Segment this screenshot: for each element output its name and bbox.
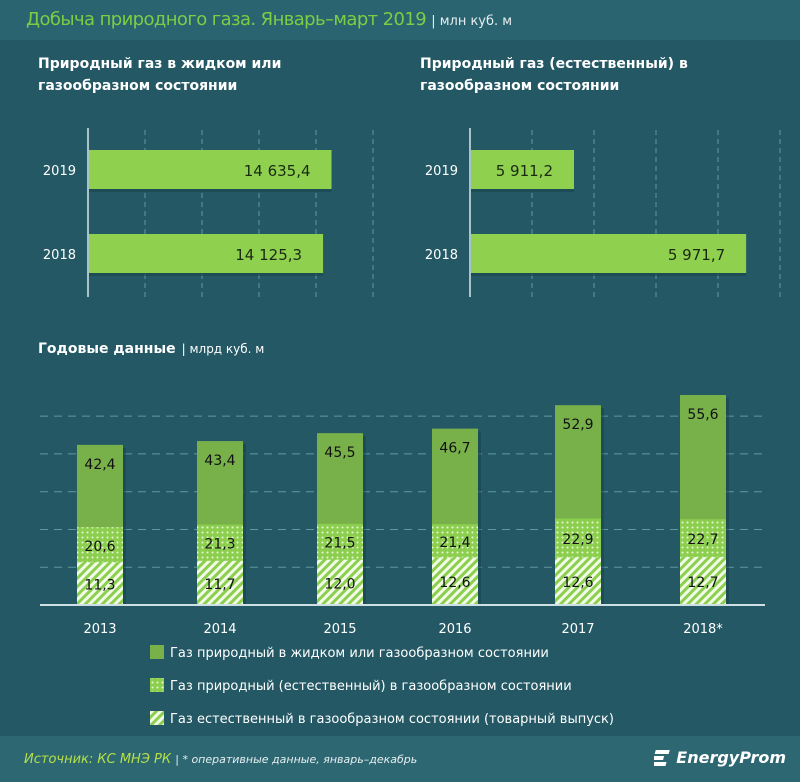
category-label: 2019 bbox=[43, 164, 76, 179]
panel2-title: Природный газ (естественный) в газообразн… bbox=[420, 56, 688, 94]
header-band bbox=[0, 0, 800, 40]
bar-hatch-2015 bbox=[317, 559, 363, 605]
category-label: 2019 bbox=[425, 164, 458, 179]
value-label: 14 125,3 bbox=[235, 246, 302, 264]
annual-title-text: Годовые данные bbox=[38, 341, 176, 357]
value-label: 43,4 bbox=[204, 453, 235, 469]
annual-unit: | млрд куб. м bbox=[182, 342, 265, 356]
title-unit: | млн куб. м bbox=[431, 14, 513, 29]
value-label: 12,6 bbox=[439, 575, 470, 591]
legend-label: Газ природный в жидком или газообразном … bbox=[170, 646, 549, 661]
legend-label: Газ природный (естественный) в газообраз… bbox=[170, 679, 572, 694]
value-label: 55,6 bbox=[687, 407, 718, 423]
value-label: 52,9 bbox=[562, 417, 593, 433]
annual-title: Годовые данные | млрд куб. м bbox=[38, 341, 264, 357]
bar-2018 bbox=[89, 234, 324, 273]
bar-hatch-2018* bbox=[680, 557, 726, 605]
value-label: 5 971,7 bbox=[668, 246, 725, 264]
value-label: 5 911,2 bbox=[496, 162, 553, 180]
value-label: 45,5 bbox=[324, 445, 355, 461]
value-label: 21,3 bbox=[204, 537, 235, 553]
bar-hatch-2013 bbox=[77, 562, 123, 605]
source-note: Источник: КС МНЭ РК | * оперативные данн… bbox=[24, 752, 417, 767]
legend-swatch-hatch bbox=[150, 711, 164, 725]
x-tick-label: 2016 bbox=[438, 622, 471, 637]
x-tick-label: 2014 bbox=[203, 622, 236, 637]
x-tick-label: 2018* bbox=[683, 622, 723, 637]
panel1-title-line: Природный газ в жидком или bbox=[38, 56, 281, 72]
bar-hatch-2017 bbox=[555, 557, 601, 605]
bar-2019 bbox=[471, 150, 575, 189]
value-label: 14 635,4 bbox=[244, 162, 311, 180]
bar-2019 bbox=[89, 150, 332, 189]
bar-hatch-2016 bbox=[432, 557, 478, 605]
value-label: 21,5 bbox=[324, 536, 355, 552]
source-text: Источник: КС МНЭ РК bbox=[24, 752, 172, 767]
value-label: 12,6 bbox=[562, 575, 593, 591]
value-label: 21,4 bbox=[439, 535, 470, 551]
page-title: Добыча природного газа. Январь–март 2019… bbox=[26, 9, 512, 30]
category-label: 2018 bbox=[43, 248, 76, 263]
category-label: 2018 bbox=[425, 248, 458, 263]
value-label: 11,7 bbox=[204, 577, 235, 593]
value-label: 22,7 bbox=[687, 532, 718, 548]
title-text: Добыча природного газа. Январь–март 2019 bbox=[26, 9, 427, 30]
value-label: 12,0 bbox=[324, 576, 355, 592]
x-tick-label: 2017 bbox=[561, 622, 594, 637]
bar-2018 bbox=[471, 234, 747, 273]
value-label: 46,7 bbox=[439, 441, 470, 457]
footer-band bbox=[0, 736, 800, 782]
value-label: 22,9 bbox=[562, 532, 593, 548]
footnote-text: | * оперативные данные, январь–декабрь bbox=[175, 753, 418, 766]
logo-icon bbox=[654, 749, 670, 766]
value-label: 20,6 bbox=[84, 539, 115, 555]
value-label: 11,3 bbox=[84, 578, 115, 594]
legend-label: Газ естественный в газообразном состояни… bbox=[170, 712, 614, 727]
logo-text: EnergyProm bbox=[676, 748, 786, 767]
value-label: 42,4 bbox=[84, 457, 115, 473]
energyprom-logo: EnergyProm bbox=[654, 748, 786, 767]
legend-swatch-solid bbox=[150, 645, 164, 659]
legend-swatch-dots bbox=[150, 678, 164, 692]
panel2-title-line: газообразном состоянии bbox=[420, 78, 619, 94]
panel1-title: Природный газ в жидком или газообразном с… bbox=[38, 56, 281, 94]
bar-hatch-2014 bbox=[197, 560, 243, 605]
value-label: 12,7 bbox=[687, 575, 718, 591]
panel1-title-line: газообразном состоянии bbox=[38, 78, 237, 94]
panel2-title-line: Природный газ (естественный) в bbox=[420, 56, 688, 72]
x-tick-label: 2013 bbox=[83, 622, 116, 637]
x-tick-label: 2015 bbox=[323, 622, 356, 637]
